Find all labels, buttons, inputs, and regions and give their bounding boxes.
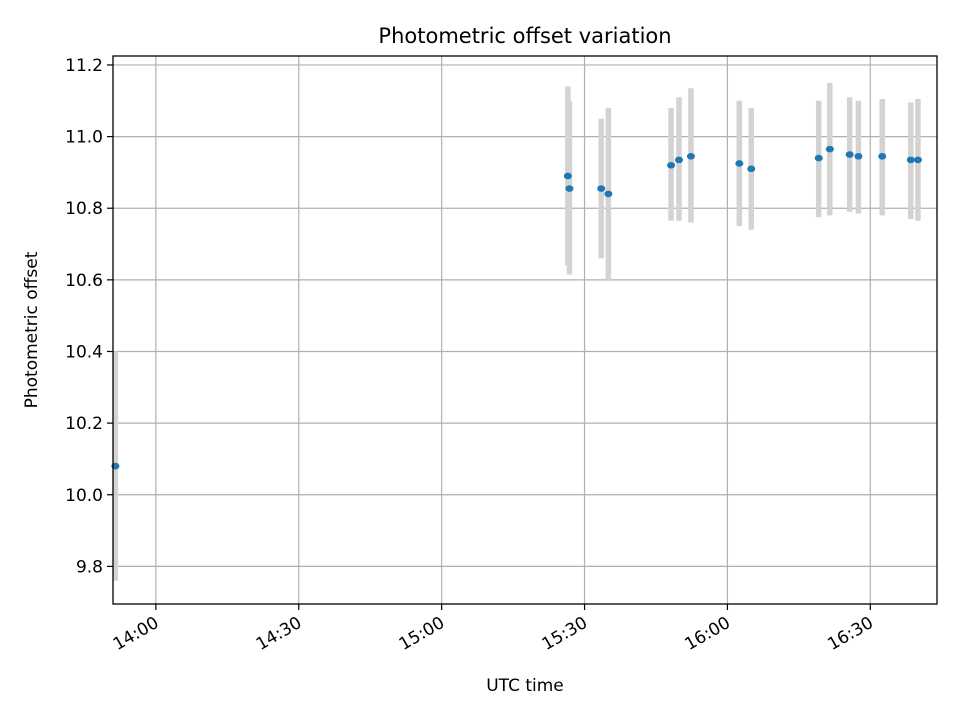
data-points — [111, 145, 922, 470]
data-point — [675, 156, 684, 164]
y-tick-label: 10.6 — [65, 271, 103, 291]
data-point — [913, 156, 922, 164]
data-point — [878, 152, 887, 160]
y-tick-label: 10.8 — [65, 199, 103, 219]
y-axis-label: Photometric offset — [22, 251, 42, 408]
y-axis-ticks: 9.8 10.0 10.2 10.4 10.6 10.8 11.0 11.2 — [65, 56, 113, 577]
data-point — [597, 185, 606, 192]
data-point — [686, 152, 695, 160]
data-point — [814, 154, 823, 162]
y-tick-label: 10.2 — [65, 414, 103, 434]
y-tick-label: 10.4 — [65, 342, 103, 362]
data-point — [854, 152, 863, 160]
y-tick-label: 11.0 — [65, 128, 103, 148]
data-point — [563, 172, 572, 180]
y-tick-label: 11.2 — [65, 56, 103, 76]
grid — [113, 56, 937, 604]
data-point — [906, 156, 915, 164]
data-point — [667, 161, 676, 169]
data-point — [845, 151, 854, 158]
plot-frame — [112, 55, 938, 605]
y-tick-label: 10.0 — [65, 486, 103, 506]
data-point — [565, 185, 574, 192]
data-point — [604, 190, 613, 198]
data-point — [825, 145, 834, 153]
data-point — [735, 160, 744, 167]
x-axis-label: UTC time — [486, 676, 564, 696]
y-tick-label: 9.8 — [76, 557, 103, 577]
chart-title: Photometric offset variation — [378, 24, 671, 48]
data-point — [747, 165, 756, 173]
